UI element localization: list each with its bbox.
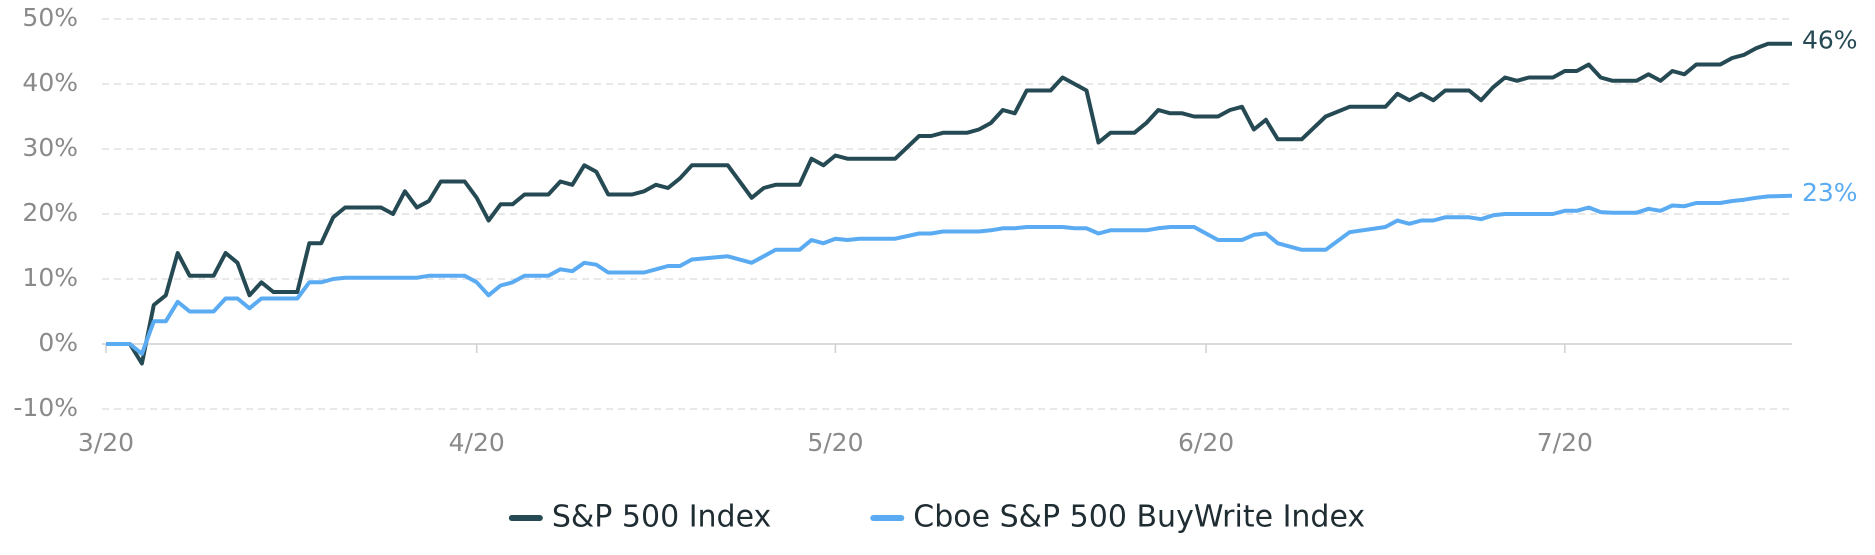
- y-tick-label: 10%: [22, 263, 78, 292]
- legend-label: Cboe S&P 500 BuyWrite Index: [913, 500, 1365, 535]
- y-tick-label: -10%: [13, 393, 78, 422]
- x-tick-label: 6/20: [1178, 428, 1234, 457]
- end-label: 23%: [1802, 178, 1858, 207]
- x-tick-label: 7/20: [1537, 428, 1593, 457]
- y-tick-label: 0%: [38, 328, 78, 357]
- end-label: 46%: [1802, 26, 1858, 55]
- x-tick-label: 3/20: [78, 428, 134, 457]
- y-tick-label: 40%: [22, 68, 78, 97]
- y-tick-label: 20%: [22, 198, 78, 227]
- series-line: [106, 193, 1793, 356]
- x-tick-label: 5/20: [807, 428, 863, 457]
- y-tick-label: 50%: [22, 3, 78, 32]
- series-line: [106, 41, 1792, 366]
- y-tick-label: 30%: [22, 133, 78, 162]
- legend-label: S&P 500 Index: [552, 500, 771, 535]
- x-tick-label: 4/20: [449, 428, 505, 457]
